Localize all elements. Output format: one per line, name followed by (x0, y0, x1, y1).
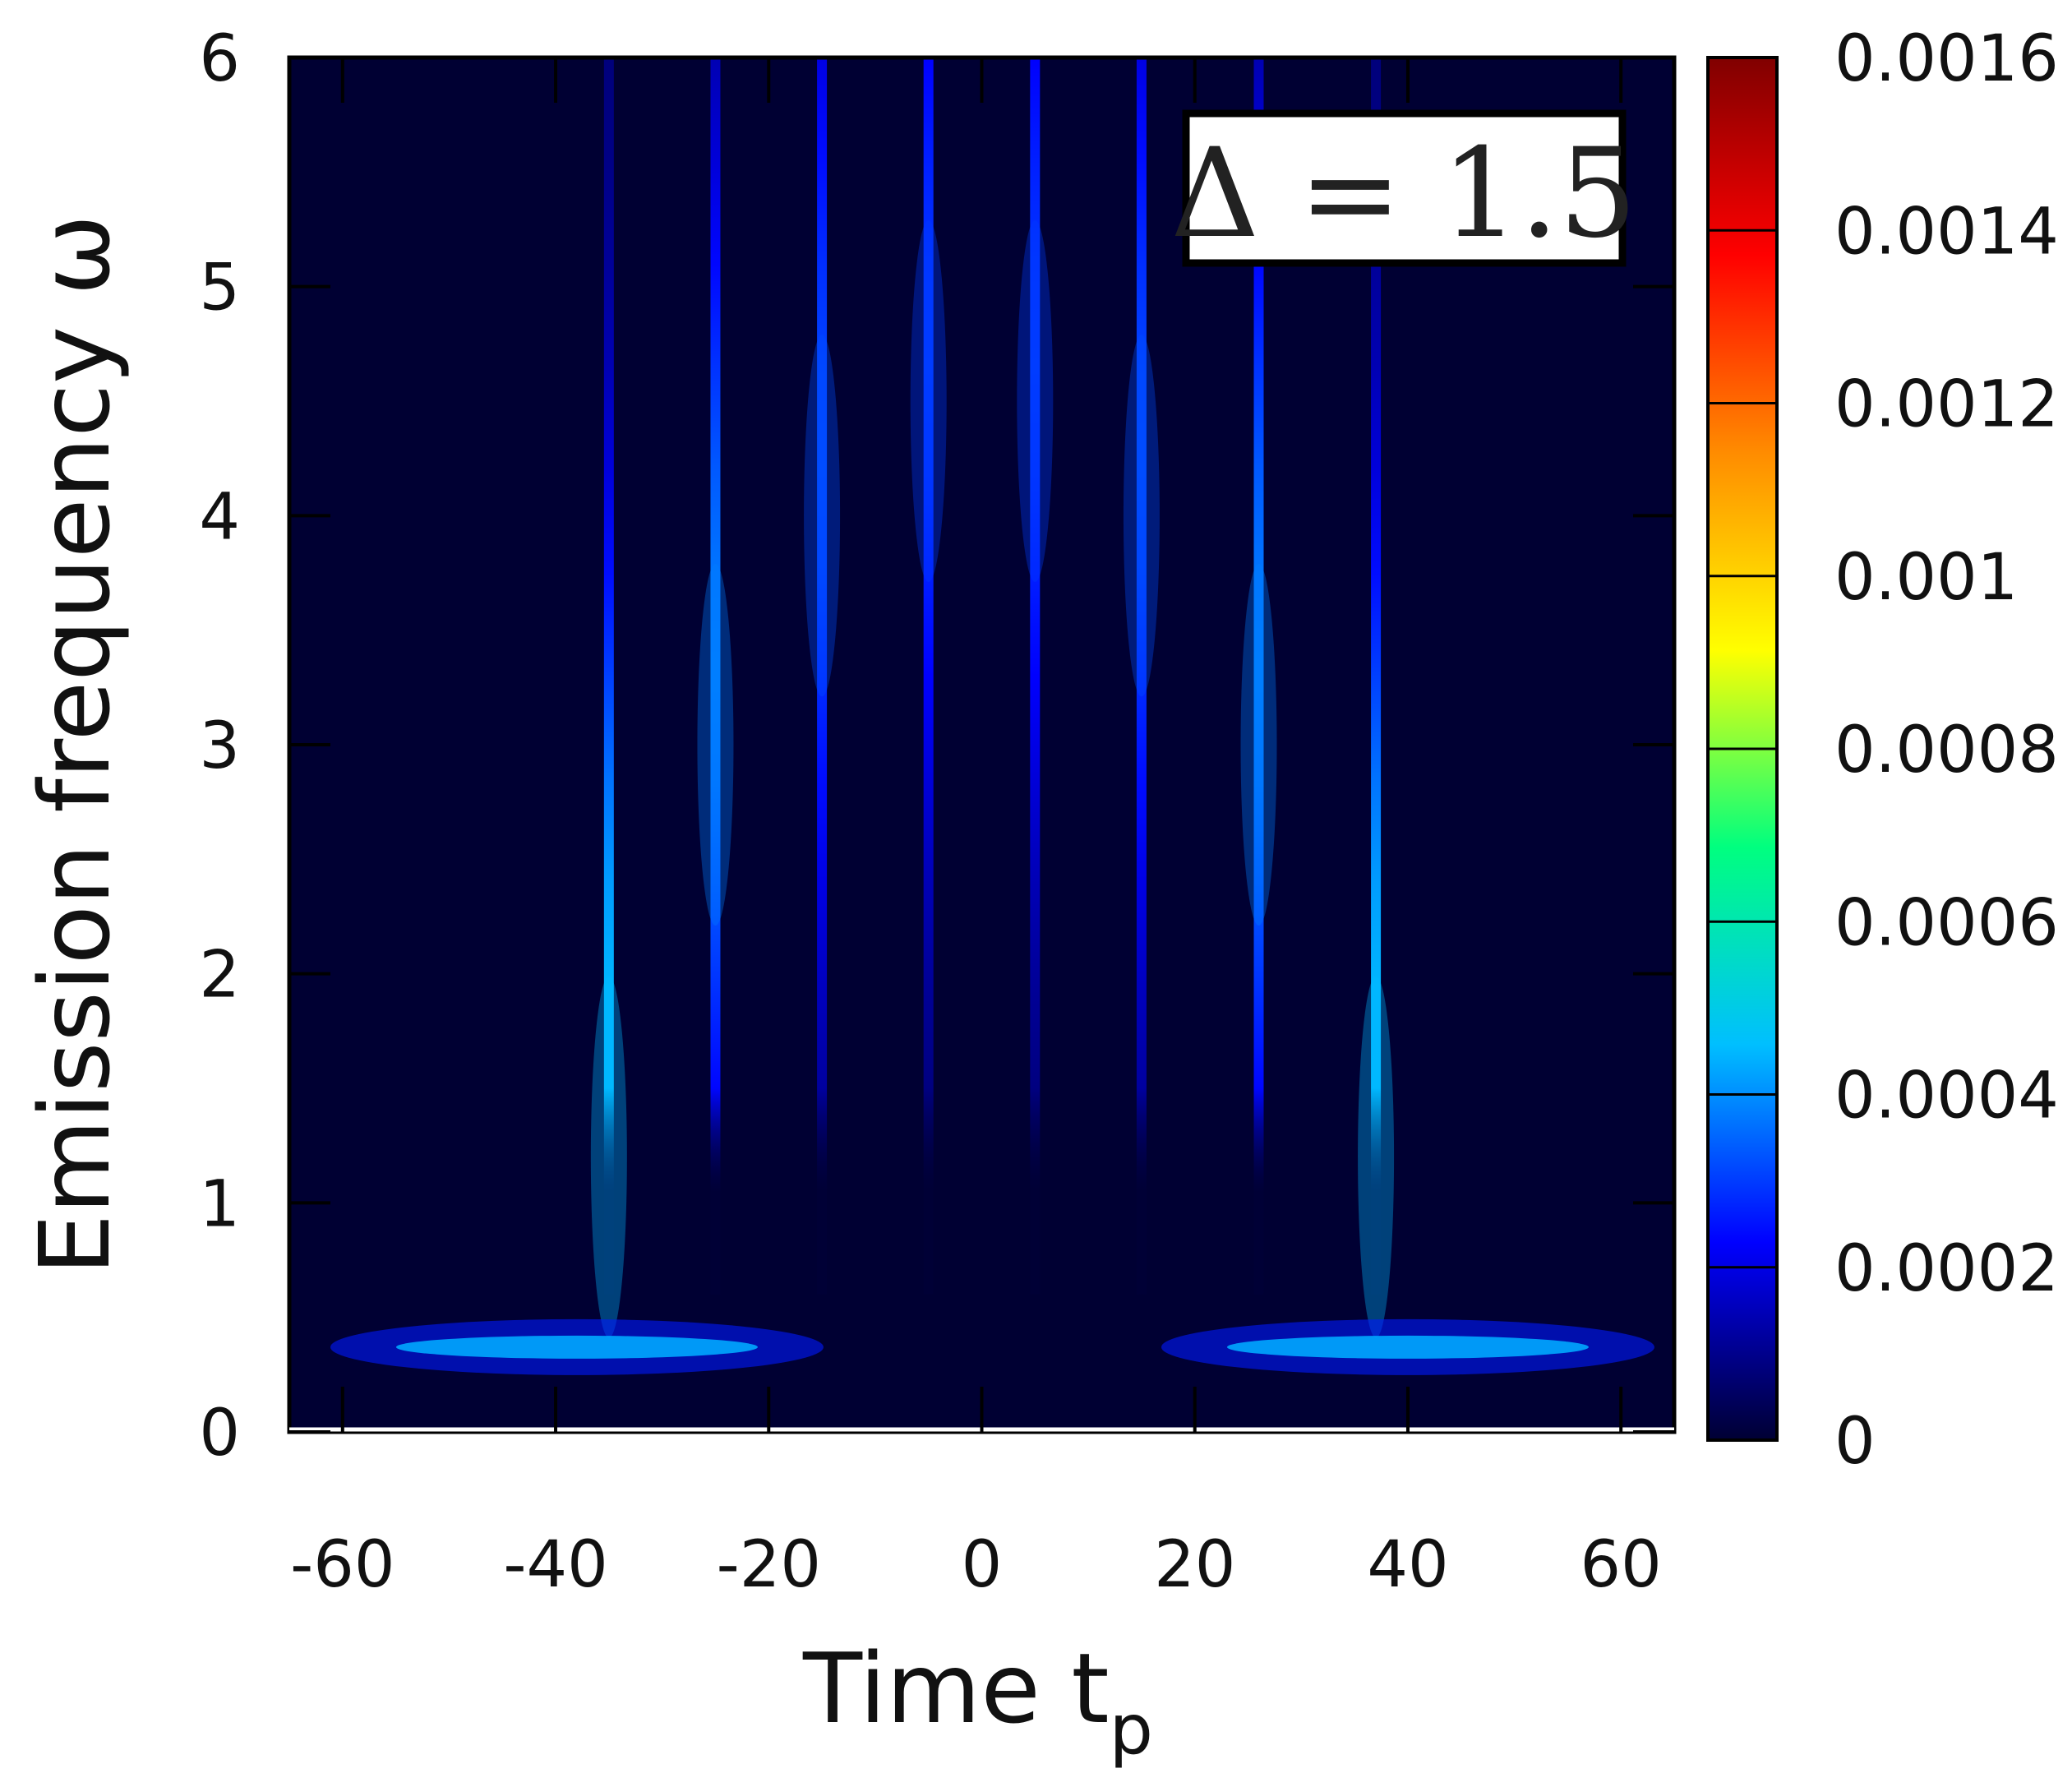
heatmap-streak-glow (910, 220, 947, 582)
heatmap-streak (710, 58, 721, 1295)
heatmap-streak-glow (1123, 335, 1160, 697)
colorbar-frame (1706, 56, 1779, 1442)
y-axis-ticks: 0 1 2 3 4 5 6 (199, 22, 1674, 1471)
annotation-text: Δ = 1.5 (1170, 122, 1637, 266)
x-tick-label: 20 (1154, 1528, 1235, 1602)
heatmap-streak-glow (590, 976, 627, 1338)
heatmap-low-band-core (395, 1335, 758, 1359)
heatmap-streak (1030, 58, 1041, 1295)
heatmap-streak (603, 58, 614, 1295)
y-axis-title: Emission frequency ω (18, 215, 132, 1276)
y-tick-label: 2 (199, 939, 240, 1013)
heatmap-streak-glow (1240, 564, 1277, 926)
x-tick-label: 0 (962, 1528, 1003, 1602)
colorbar-tick-label: 0.0006 (1834, 886, 2059, 960)
y-tick-label: 4 (199, 480, 240, 554)
heatmap-streak (923, 58, 934, 1295)
heatmap-streak (817, 58, 828, 1295)
colorbar-tick-label: 0.0016 (1834, 22, 2059, 96)
annotation-frame (1182, 109, 1627, 267)
colorbar-ticks: 0 0.0002 0.0004 0.0006 0.0008 0.001 0.0012 0.00… (1708, 22, 2059, 1479)
colorbar: 0 0.0002 0.0004 0.0006 0.0008 0.001 0.0012 0.00… (1706, 22, 2059, 1479)
x-tick-label: 60 (1581, 1528, 1662, 1602)
x-tick-label: -40 (503, 1528, 607, 1602)
x-axis-title: Time tp (802, 1632, 1153, 1770)
colorbar-tick-label: 0.0002 (1834, 1232, 2059, 1306)
heatmap-streak (1371, 58, 1382, 1295)
heatmap-streak-glow (697, 564, 734, 926)
annotation-box: Δ = 1.5 (1170, 109, 1637, 267)
y-tick-label: 5 (199, 252, 240, 326)
heatmap-streak-glow (1358, 976, 1395, 1338)
heatmap-streak-glow (1017, 220, 1054, 582)
colorbar-tick-label: 0.0012 (1834, 368, 2059, 442)
y-tick-label: 3 (199, 709, 240, 783)
heatmap-layer (330, 58, 1654, 1375)
heatmap-streak-glow (804, 335, 841, 697)
colorbar-tick-label: 0.001 (1834, 541, 2018, 615)
colorbar-tick-label: 0.0008 (1834, 713, 2059, 787)
heatmap-streak (1253, 58, 1264, 1295)
x-tick-label: -20 (717, 1528, 821, 1602)
heatmap-streak (1136, 58, 1147, 1295)
y-tick-label: 0 (199, 1397, 240, 1471)
colorbar-tick-label: 0.0014 (1834, 195, 2059, 269)
x-axis-title-subscript: p (1110, 1689, 1153, 1770)
y-tick-label: 6 (199, 22, 240, 96)
colorbar-tick-label: 0.0004 (1834, 1060, 2059, 1134)
plot-background (289, 58, 1674, 1432)
y-tick-label: 1 (199, 1167, 240, 1241)
x-tick-label: 40 (1367, 1528, 1448, 1602)
x-axis-ticks: -60 -40 -20 0 20 40 60 (290, 58, 1662, 1602)
colorbar-tick-label: 0 (1834, 1405, 1876, 1479)
x-tick-label: -60 (290, 1528, 395, 1602)
heatmap-low-band-core (1226, 1335, 1589, 1359)
